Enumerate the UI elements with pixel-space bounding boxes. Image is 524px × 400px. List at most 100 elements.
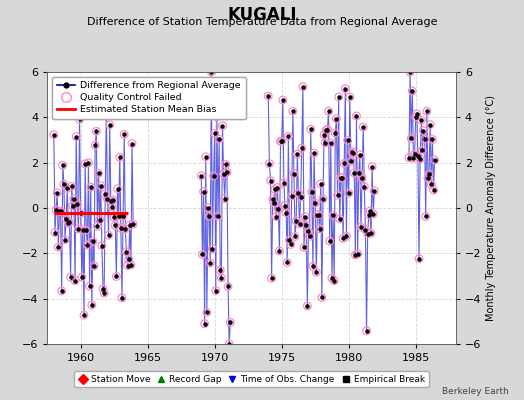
Point <box>63 185 71 192</box>
Point <box>278 138 286 144</box>
Point <box>322 127 331 133</box>
Point <box>83 242 92 248</box>
Point <box>299 84 307 90</box>
Point <box>369 211 377 217</box>
Point <box>71 278 79 284</box>
Point <box>72 133 80 140</box>
Point <box>431 157 439 163</box>
Point <box>212 288 220 294</box>
Point <box>116 154 124 160</box>
Text: Berkeley Earth: Berkeley Earth <box>442 387 508 396</box>
Point <box>206 260 214 266</box>
Point <box>75 116 84 123</box>
Point <box>266 177 275 184</box>
Point <box>281 202 289 209</box>
Point <box>225 341 233 347</box>
Point <box>78 274 86 280</box>
Point <box>270 200 278 206</box>
Point <box>102 106 111 113</box>
Point <box>66 219 74 226</box>
Point <box>212 288 220 294</box>
Point <box>111 222 119 229</box>
Point <box>95 216 104 223</box>
Point <box>215 136 223 142</box>
Point <box>197 173 205 179</box>
Point <box>370 188 378 194</box>
Point <box>410 151 419 158</box>
Point <box>119 213 127 219</box>
Point <box>72 133 80 140</box>
Point <box>423 108 431 114</box>
Point <box>324 108 333 114</box>
Point <box>221 195 229 202</box>
Point <box>292 218 300 224</box>
Point <box>311 200 319 206</box>
Point <box>96 182 105 189</box>
Point <box>121 226 129 232</box>
Point <box>417 117 425 124</box>
Point <box>299 84 307 90</box>
Point <box>332 116 341 122</box>
Point <box>333 192 342 198</box>
Point <box>280 180 288 186</box>
Point <box>350 170 358 176</box>
Point <box>346 94 354 100</box>
Point <box>294 190 303 196</box>
Point <box>95 216 104 223</box>
Point <box>215 136 223 142</box>
Point <box>54 244 62 250</box>
Point <box>102 106 111 113</box>
Point <box>346 94 354 100</box>
Point <box>355 170 363 177</box>
Point <box>329 212 337 218</box>
Point <box>297 194 305 200</box>
Point <box>109 197 117 203</box>
Point <box>276 138 285 144</box>
Point <box>364 230 372 237</box>
Point <box>323 126 332 133</box>
Point <box>114 212 123 219</box>
Point <box>90 263 99 269</box>
Point <box>83 242 92 248</box>
Point <box>281 202 289 209</box>
Point <box>407 135 416 142</box>
Point <box>81 161 89 167</box>
Point <box>264 93 272 99</box>
Point <box>351 252 359 258</box>
Point <box>370 188 378 194</box>
Point <box>64 220 72 226</box>
Point <box>214 213 222 220</box>
Point <box>321 140 330 146</box>
Point <box>221 195 229 202</box>
Point <box>356 152 364 158</box>
Point <box>343 137 352 144</box>
Point <box>279 97 287 103</box>
Point <box>112 273 121 280</box>
Point <box>287 241 295 248</box>
Point <box>89 238 97 245</box>
Point <box>86 184 95 190</box>
Point <box>334 94 343 100</box>
Point <box>205 213 213 219</box>
Point <box>303 303 312 309</box>
Point <box>82 227 91 234</box>
Point <box>271 186 279 193</box>
Point <box>79 226 87 233</box>
Point <box>315 226 324 232</box>
Point <box>198 251 206 258</box>
Point <box>123 262 132 269</box>
Point <box>416 156 424 162</box>
Point <box>429 187 438 193</box>
Point <box>70 196 78 202</box>
Point <box>293 151 301 157</box>
Point <box>304 228 313 234</box>
Point <box>290 170 298 177</box>
Point <box>110 214 118 221</box>
Point <box>300 244 308 250</box>
Point <box>428 136 436 143</box>
Point <box>421 213 430 220</box>
Point <box>301 213 309 220</box>
Point <box>334 94 343 100</box>
Point <box>207 69 215 75</box>
Point <box>94 170 103 176</box>
